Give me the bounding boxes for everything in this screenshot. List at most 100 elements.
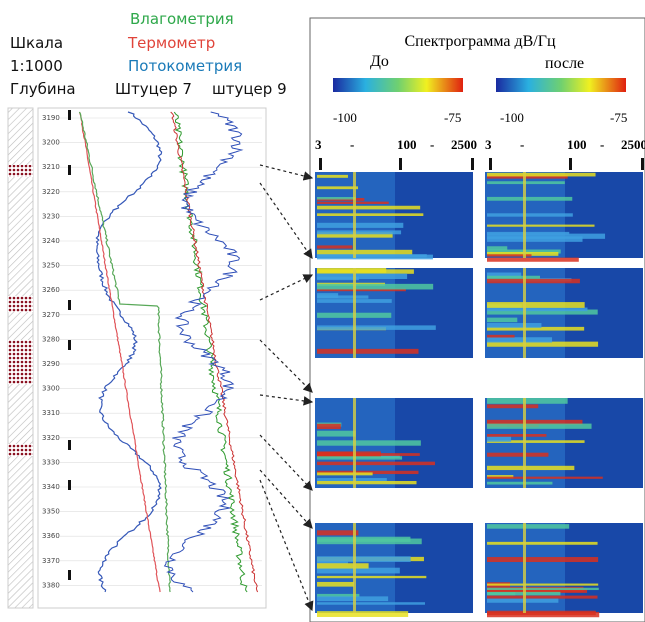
spectrogram-streak [487, 246, 508, 251]
temp-curve-7 [79, 111, 161, 593]
spectrogram-line [353, 398, 356, 488]
freq-tick [641, 158, 644, 170]
spectrogram-streak [487, 317, 518, 323]
spectrogram-streak [317, 430, 356, 437]
spectrogram-streak [317, 254, 427, 258]
spectrogram-streak [487, 233, 606, 239]
arrow [259, 339, 313, 393]
depth-tick: 3330 [42, 458, 60, 466]
freq-tick [471, 158, 474, 170]
spectrogram-streak [317, 273, 408, 280]
spectrogram-streak [317, 268, 387, 273]
depth-tick: 3320 [42, 434, 60, 442]
log-track [37, 107, 267, 609]
spectrogram-streak [317, 602, 426, 605]
depth-tick: 3350 [42, 508, 60, 516]
spectrogram-streak [317, 186, 359, 190]
spectrogram-streak [317, 581, 355, 587]
spectrogram-streak [487, 341, 599, 347]
spectrogram-streak [317, 283, 434, 290]
spectrogram-streak [487, 476, 603, 479]
marker [68, 165, 71, 175]
spectrogram-streak [487, 436, 512, 442]
spectrogram-streak [317, 245, 353, 249]
spectrogram-line [523, 398, 526, 488]
after-label: после [545, 55, 584, 72]
depth-tick: 3220 [42, 188, 60, 196]
spectrogram-streak [317, 288, 406, 292]
depth-tick: 3380 [42, 581, 60, 589]
spectrogram-streak [487, 278, 580, 284]
spectrogram-streak [317, 470, 419, 475]
freq-tick [319, 158, 322, 170]
freq-tick [489, 158, 492, 170]
spectrogram-streak [487, 419, 583, 425]
depth-tick: 3190 [42, 114, 60, 122]
freq-label: 3 [485, 137, 492, 152]
colorbar [496, 78, 626, 92]
freq-label: 2500 [451, 137, 477, 152]
spectrogram-streak [317, 440, 421, 446]
choke9-red [170, 111, 259, 593]
depth-tick: 3260 [42, 286, 60, 294]
freq-label: - [520, 137, 524, 152]
spectrogram-streak [317, 593, 360, 598]
spectrogram-streak [487, 587, 599, 591]
depth-tick: 3310 [42, 409, 60, 417]
spectrogram-streak [317, 567, 400, 574]
depth-tick: 3300 [42, 385, 60, 393]
choke9-green [173, 111, 248, 593]
spectrogram-streak [487, 440, 585, 443]
moisture-label: Влагометрия [130, 10, 234, 28]
depth-tick: 3210 [42, 163, 60, 171]
spectrogram-streak [317, 596, 389, 602]
depth-tick: 3360 [42, 532, 60, 540]
spectrogram-streak [317, 478, 387, 482]
scale-value: 1:1000 [10, 57, 63, 75]
depth-tick: 3340 [42, 483, 60, 491]
spectrogram-streak [487, 174, 568, 179]
colorbar-max: -75 [610, 110, 627, 125]
perforation [8, 296, 33, 312]
spectrogram-streak [317, 213, 424, 216]
spectrogram-streak [317, 295, 369, 299]
spectrogram-line [523, 523, 526, 613]
perforation [8, 165, 33, 177]
colorbar [333, 78, 463, 92]
spectrogram-streak [487, 275, 541, 281]
spectrogram-streak [487, 465, 575, 471]
spectrogram-streak [317, 461, 435, 466]
spectrogram-streak [487, 481, 553, 485]
marker [68, 570, 71, 580]
spectrogram-streak [487, 302, 585, 308]
freq-label: - [430, 137, 434, 152]
spectrogram-streak [487, 404, 539, 409]
spectrogram-line [523, 172, 526, 258]
scale-label: Шкала [10, 34, 63, 52]
freq-tick [399, 158, 402, 170]
spectrogram-streak [317, 423, 341, 430]
spectrogram-streak [487, 583, 599, 586]
marker [68, 340, 71, 350]
spectrogram-streak [317, 556, 411, 562]
flow-label: Потокометрия [128, 57, 242, 75]
spectrogram-streak [317, 472, 373, 476]
spectrogram-streak [317, 530, 359, 536]
colorbar-max: -75 [444, 110, 461, 125]
choke9-label: штуцер 9 [212, 80, 287, 98]
depth-tick: 3290 [42, 360, 60, 368]
freq-label: 100 [397, 137, 417, 152]
depth-tick: 3230 [42, 212, 60, 220]
colorbar-min: -100 [500, 110, 524, 125]
colorbar-min: -100 [333, 110, 357, 125]
freq-label: 2500 [621, 137, 645, 152]
arrow [259, 479, 314, 612]
spectrogram-streak [317, 249, 413, 256]
spectrogram-streak [317, 348, 419, 354]
spectrogram-streak [317, 196, 356, 200]
marker [68, 440, 71, 450]
spectrogram-streak [317, 230, 402, 235]
spectrogram-streak [317, 575, 427, 579]
spectrogram-streak [487, 326, 585, 331]
